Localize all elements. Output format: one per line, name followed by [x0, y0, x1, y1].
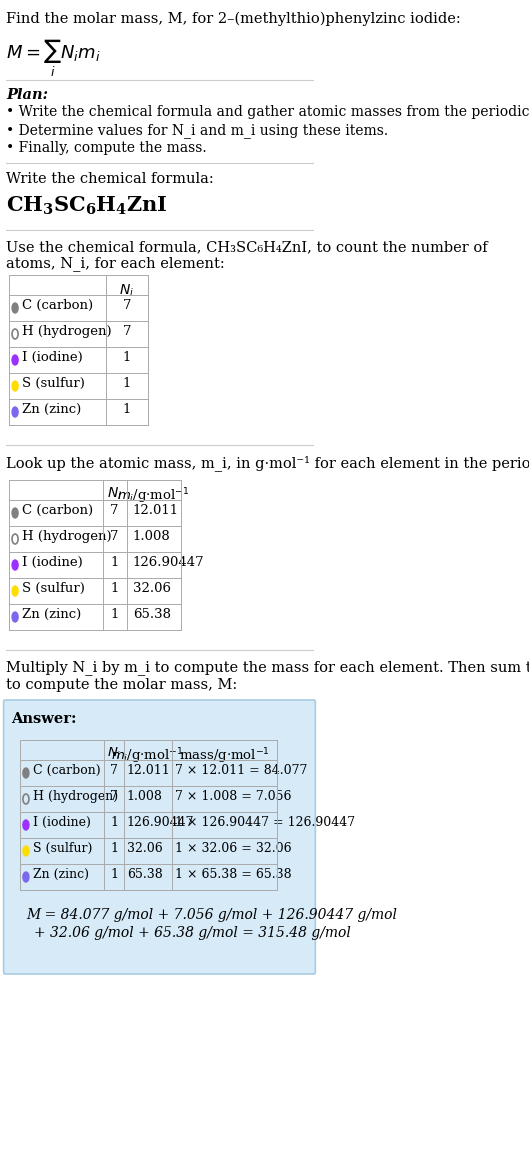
- Circle shape: [12, 612, 18, 621]
- Text: C (carbon): C (carbon): [22, 298, 94, 312]
- Text: 1: 1: [111, 607, 118, 621]
- Text: 1: 1: [111, 582, 118, 595]
- Text: • Finally, compute the mass.: • Finally, compute the mass.: [6, 141, 207, 155]
- Text: H (hydrogen): H (hydrogen): [22, 325, 112, 338]
- Text: Find the molar mass, M, for 2–(methylthio)phenylzinc iodide:: Find the molar mass, M, for 2–(methylthi…: [6, 12, 461, 27]
- Circle shape: [23, 872, 29, 881]
- Text: • Determine values for N_i and m_i using these items.: • Determine values for N_i and m_i using…: [6, 122, 388, 138]
- Text: 126.90447: 126.90447: [133, 556, 204, 569]
- Text: $N_i$: $N_i$: [119, 283, 134, 300]
- Text: Answer:: Answer:: [11, 712, 76, 726]
- Text: Plan:: Plan:: [6, 87, 48, 101]
- Text: H (hydrogen): H (hydrogen): [22, 531, 112, 543]
- Text: 1: 1: [122, 403, 131, 416]
- Text: 1: 1: [110, 868, 118, 881]
- Text: 7: 7: [122, 325, 131, 338]
- Text: 1 × 32.06 = 32.06: 1 × 32.06 = 32.06: [175, 842, 291, 855]
- Text: 126.90447: 126.90447: [126, 816, 194, 829]
- Text: 7: 7: [111, 531, 119, 543]
- Circle shape: [23, 847, 29, 856]
- Text: C (carbon): C (carbon): [33, 764, 101, 777]
- Text: S (sulfur): S (sulfur): [33, 842, 93, 855]
- Text: 1 × 126.90447 = 126.90447: 1 × 126.90447 = 126.90447: [175, 816, 355, 829]
- Text: 65.38: 65.38: [133, 607, 171, 621]
- Text: I (iodine): I (iodine): [22, 351, 83, 364]
- Text: mass/g·mol$^{-1}$: mass/g·mol$^{-1}$: [179, 746, 270, 766]
- Circle shape: [12, 407, 18, 417]
- Text: 1: 1: [110, 842, 118, 855]
- Circle shape: [23, 820, 29, 830]
- Text: Multiply N_i by m_i to compute the mass for each element. Then sum those values: Multiply N_i by m_i to compute the mass …: [6, 660, 529, 675]
- Text: $m_i$/g·mol$^{-1}$: $m_i$/g·mol$^{-1}$: [117, 486, 190, 506]
- Text: 7: 7: [122, 298, 131, 312]
- Circle shape: [12, 381, 18, 391]
- Text: M = 84.077 g/mol + 7.056 g/mol + 126.90447 g/mol: M = 84.077 g/mol + 7.056 g/mol + 126.904…: [26, 908, 397, 922]
- Text: S (sulfur): S (sulfur): [22, 377, 85, 389]
- Text: $M = \sum_i N_i m_i$: $M = \sum_i N_i m_i$: [6, 38, 101, 79]
- Text: 1.008: 1.008: [126, 791, 162, 803]
- Text: + 32.06 g/mol + 65.38 g/mol = 315.48 g/mol: + 32.06 g/mol + 65.38 g/mol = 315.48 g/m…: [34, 926, 351, 940]
- Text: Write the chemical formula:: Write the chemical formula:: [6, 173, 214, 187]
- Text: $\mathregular{CH_3SC_6H_4ZnI}$: $\mathregular{CH_3SC_6H_4ZnI}$: [6, 195, 168, 217]
- Circle shape: [12, 586, 18, 596]
- Text: 12.011: 12.011: [133, 504, 179, 517]
- Text: 1: 1: [122, 351, 131, 364]
- FancyBboxPatch shape: [4, 700, 315, 974]
- Text: 65.38: 65.38: [126, 868, 162, 881]
- Circle shape: [12, 354, 18, 365]
- Text: 32.06: 32.06: [133, 582, 171, 595]
- Text: $m_i$/g·mol$^{-1}$: $m_i$/g·mol$^{-1}$: [112, 746, 184, 766]
- Text: 1.008: 1.008: [133, 531, 170, 543]
- Text: 1: 1: [110, 816, 118, 829]
- Text: Zn (zinc): Zn (zinc): [22, 607, 81, 621]
- Circle shape: [12, 303, 18, 312]
- Text: S (sulfur): S (sulfur): [22, 582, 85, 595]
- Text: I (iodine): I (iodine): [33, 816, 91, 829]
- Text: 7 × 12.011 = 84.077: 7 × 12.011 = 84.077: [175, 764, 307, 777]
- Circle shape: [23, 768, 29, 778]
- Text: 7 × 1.008 = 7.056: 7 × 1.008 = 7.056: [175, 791, 291, 803]
- Circle shape: [12, 560, 18, 570]
- Text: Use the chemical formula, CH₃SC₆H₄ZnI, to count the number of atoms, N_i, for ea: Use the chemical formula, CH₃SC₆H₄ZnI, t…: [6, 240, 488, 271]
- Text: 12.011: 12.011: [126, 764, 170, 777]
- Text: $N_i$: $N_i$: [107, 486, 122, 503]
- Text: 7: 7: [110, 764, 118, 777]
- Text: I (iodine): I (iodine): [22, 556, 83, 569]
- Text: • Write the chemical formula and gather atomic masses from the periodic table.: • Write the chemical formula and gather …: [6, 105, 529, 119]
- Text: 1 × 65.38 = 65.38: 1 × 65.38 = 65.38: [175, 868, 291, 881]
- Text: C (carbon): C (carbon): [22, 504, 94, 517]
- Text: H (hydrogen): H (hydrogen): [33, 791, 118, 803]
- Text: 1: 1: [111, 556, 118, 569]
- Text: $N_i$: $N_i$: [107, 746, 121, 761]
- Text: 1: 1: [122, 377, 131, 389]
- Text: 7: 7: [111, 504, 119, 517]
- Text: 32.06: 32.06: [126, 842, 162, 855]
- Text: Look up the atomic mass, m_i, in g·mol⁻¹ for each element in the periodic table:: Look up the atomic mass, m_i, in g·mol⁻¹…: [6, 455, 529, 471]
- Text: Zn (zinc): Zn (zinc): [33, 868, 89, 881]
- Circle shape: [12, 508, 18, 518]
- Text: Zn (zinc): Zn (zinc): [22, 403, 81, 416]
- Text: to compute the molar mass, M:: to compute the molar mass, M:: [6, 677, 238, 691]
- Text: 7: 7: [110, 791, 118, 803]
